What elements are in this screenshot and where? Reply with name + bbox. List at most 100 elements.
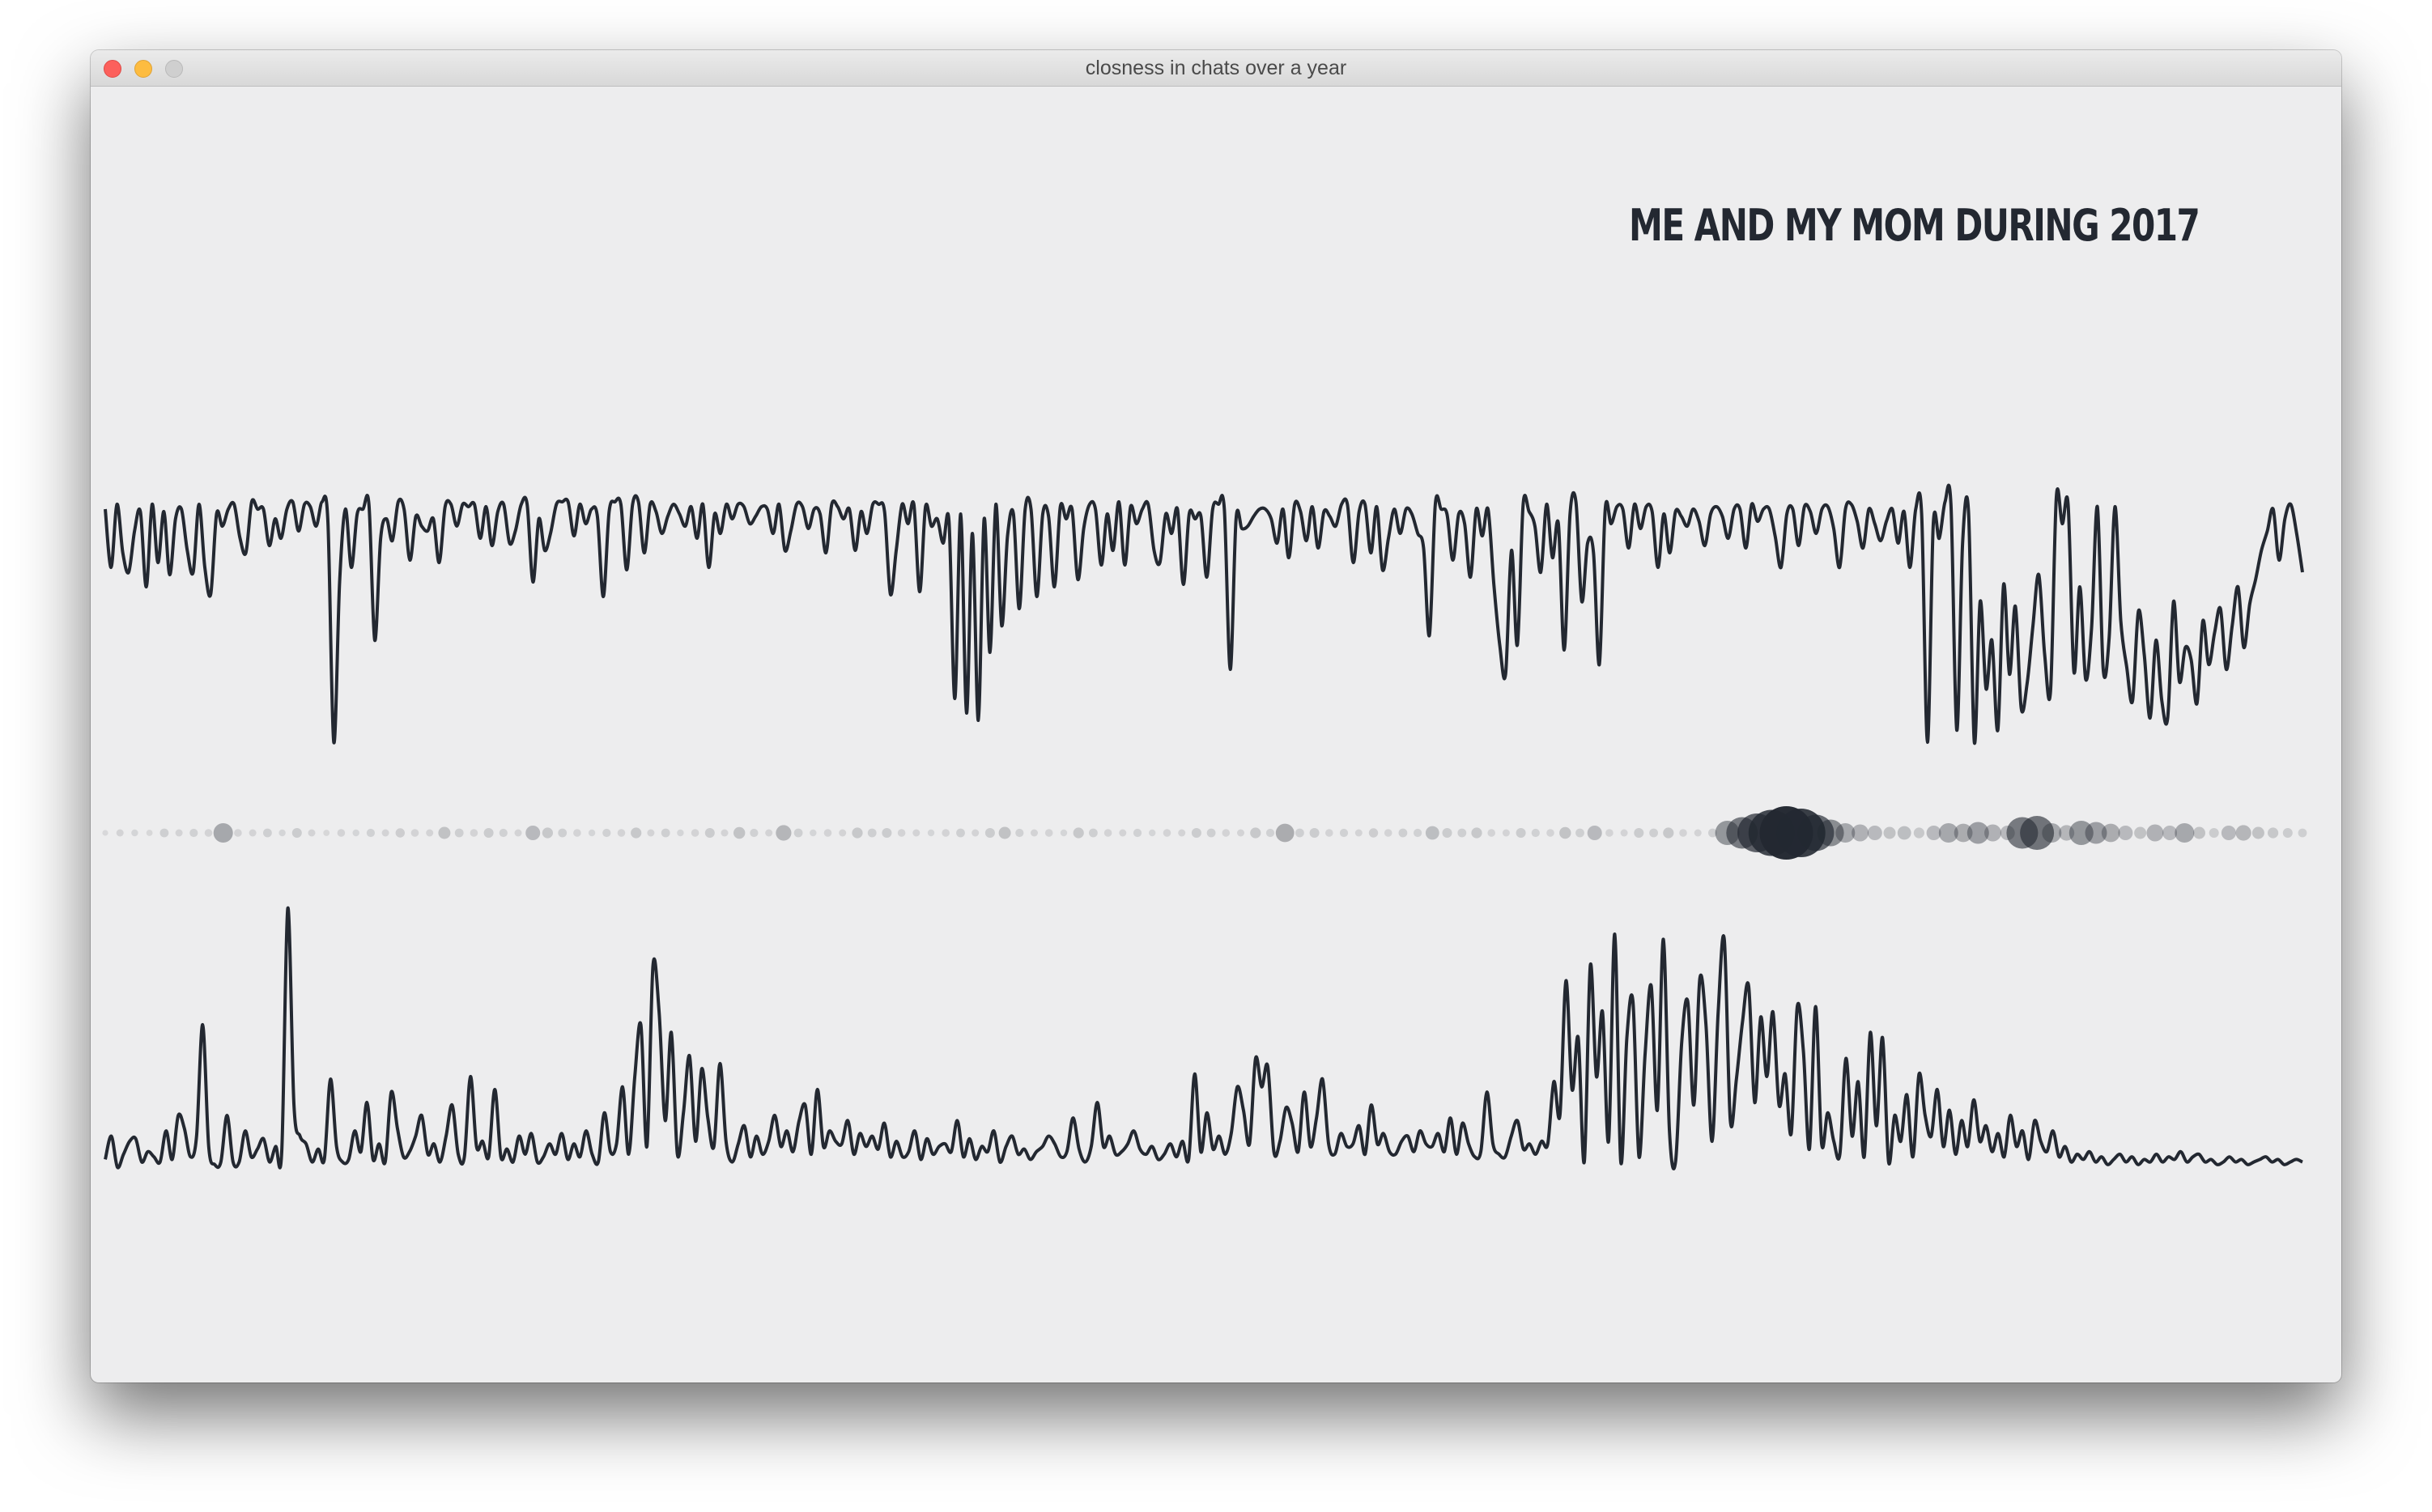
data-dot [1044,829,1053,837]
data-dot [661,828,670,838]
data-dot [765,829,773,837]
data-dot [1649,828,1658,838]
data-dot [1605,829,1614,837]
data-dot [175,829,183,837]
data-dot [912,829,921,837]
data-dot [470,829,478,837]
data-dot [159,828,169,838]
data-dot [1368,828,1379,838]
data-dot [927,829,935,837]
data-dot [956,828,965,838]
data-dot [1339,828,1349,838]
data-dot [2134,826,2147,839]
data-dot [1620,829,1628,837]
data-dot [1867,826,1882,840]
data-dot [1191,828,1201,838]
data-dot [998,826,1011,839]
data-dot [1442,828,1452,838]
data-dot [2298,828,2307,838]
data-dot [308,829,316,837]
data-dot [1015,828,1024,838]
data-dot [2085,822,2107,844]
data-dot [839,829,847,837]
data-dot [213,823,233,843]
minimize-window-button[interactable] [134,60,152,78]
data-dot [189,828,198,838]
chart-plot [102,483,2307,1170]
data-dot [1546,829,1554,837]
data-dot [1883,826,1896,839]
data-dot [942,829,950,837]
sketch-canvas: ME AND MY MOM DURING 2017 [91,87,2341,1382]
data-dot [1325,829,1333,837]
data-dot [602,828,611,838]
data-dot [131,829,138,837]
title-bar[interactable]: closness in chats over a year [91,50,2341,87]
data-dot [1984,824,2001,842]
data-dot [1414,828,1422,838]
data-dot [2268,827,2279,839]
data-dot [1073,827,1084,839]
data-dot [1575,828,1584,838]
data-dot [677,829,684,837]
data-dot [381,829,389,837]
data-dot [1250,827,1261,839]
data-dot [1516,828,1526,838]
data-dot [1222,829,1231,837]
data-dot [972,829,980,837]
data-dot [1089,828,1098,838]
data-dot [2059,825,2075,841]
data-dot [573,829,581,837]
data-dot [1587,826,1602,840]
data-dot [691,829,699,837]
data-dot [542,827,554,839]
data-dot [1398,828,1408,838]
data-dot [426,829,434,837]
upper-series-line [104,483,2304,745]
chart-title: ME AND MY MOM DURING 2017 [1629,200,2200,251]
data-dot [823,829,832,837]
data-dot [102,830,108,836]
data-dot [617,829,626,837]
data-dot [1954,823,1973,843]
data-dot [721,829,729,837]
data-dot [2235,825,2251,841]
data-dot [1938,823,1958,843]
data-dot [454,828,464,838]
data-dot [2282,828,2293,838]
data-dot [1060,829,1068,837]
data-dot [514,829,522,837]
data-dot [1309,828,1320,838]
data-dot [810,829,817,837]
data-dot [1502,829,1510,837]
data-dot [1119,829,1127,837]
data-dot [1425,826,1439,840]
data-dot [558,828,568,838]
data-dot [2221,826,2236,840]
close-window-button[interactable] [104,60,121,78]
data-dot [525,826,541,840]
data-dot [204,829,213,837]
data-dot [1913,827,1924,839]
data-dot [1835,823,1856,843]
data-dot [438,826,451,839]
data-dot [323,830,330,836]
data-dot [750,828,759,838]
data-dot [1163,829,1171,837]
data-dot [793,828,803,838]
app-window: closness in chats over a year ME AND MY … [91,50,2341,1382]
data-dot [1926,826,1941,840]
data-dot [2175,823,2195,843]
data-dot [1295,828,1304,838]
data-dot [395,828,405,838]
data-dot [1031,829,1038,837]
data-dot [897,829,906,837]
data-dot [1457,828,1467,838]
data-dot [1237,829,1244,837]
zoom-window-button[interactable] [165,60,183,78]
data-dot [1663,827,1674,839]
data-dot [1149,829,1156,837]
data-dot [647,829,655,837]
data-dot [483,828,494,838]
data-dot [882,828,892,838]
